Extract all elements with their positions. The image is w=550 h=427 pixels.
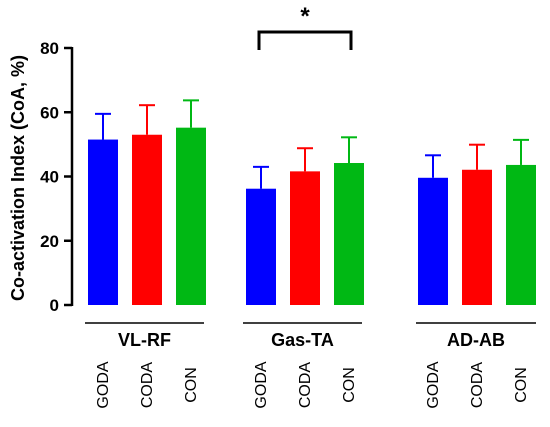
category-label: CODA [469, 362, 486, 409]
category-label: CON [183, 367, 200, 403]
group-label: AD-AB [447, 330, 505, 350]
group-label: VL-RF [118, 330, 171, 350]
bar-ad-ab-goda [418, 178, 448, 305]
category-label: CODA [139, 362, 156, 409]
bar-ad-ab-con [506, 165, 536, 305]
category-label: GODA [253, 361, 270, 408]
category-label: CODA [297, 362, 314, 409]
bar-gas-ta-goda [246, 189, 276, 305]
y-axis-label: Co-activation Index (CoA, %) [8, 55, 28, 301]
bars-layer [88, 100, 536, 305]
category-label: CON [513, 367, 530, 403]
bar-gas-ta-con [334, 163, 364, 305]
category-label: GODA [425, 361, 442, 408]
bar-vl-rf-goda [88, 140, 118, 305]
category-label: CON [341, 367, 358, 403]
bar-vl-rf-coda [132, 135, 162, 305]
bar-ad-ab-coda [462, 170, 492, 305]
group-label: Gas-TA [271, 330, 334, 350]
category-label: GODA [95, 361, 112, 408]
y-tick-label: 0 [50, 296, 59, 315]
bar-vl-rf-con [176, 128, 206, 305]
y-tick-label: 40 [40, 168, 59, 187]
y-tick-label: 60 [40, 103, 59, 122]
significance-star: * [300, 3, 310, 30]
significance-bracket [259, 32, 351, 50]
y-tick-label: 20 [40, 232, 59, 251]
bar-gas-ta-coda [290, 171, 320, 305]
y-tick-label: 80 [40, 39, 59, 58]
